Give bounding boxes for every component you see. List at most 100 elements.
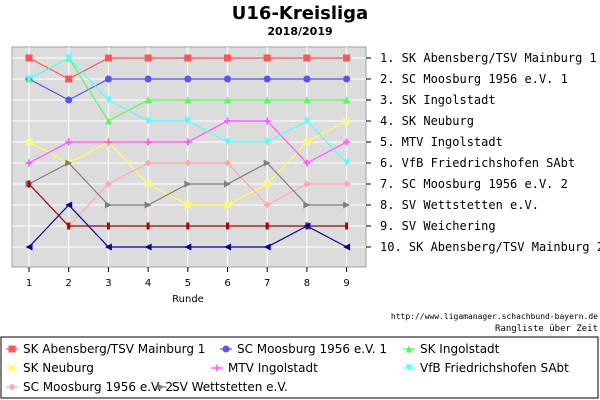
series-5 [25,117,351,167]
data-point [25,159,33,167]
data-point [343,54,351,62]
data-point [106,222,110,230]
y-tick-label: 10. SK Abensberg/TSV Mainburg 2 [380,240,600,254]
legend-label: MTV Ingolstadt [228,361,318,375]
legend-entry: SC Moosburg 1956 e.V. 2 [6,380,173,394]
series-3 [25,54,351,125]
y-tick-label: 7. SC Moosburg 1956 e.V. 2 [380,177,568,191]
data-point [184,138,192,146]
legend-marker [405,364,413,372]
data-point [144,96,152,104]
data-point [224,117,231,125]
legend-entry: VfB Friedrichshofen SAbt [403,361,569,375]
data-point [65,54,73,62]
legend-entry: SC Moosburg 1956 e.V. 1 [220,342,387,356]
legend-entry: MTV Ingolstadt [211,361,318,375]
data-point [263,159,271,167]
y-tick-label: 9. SV Weichering [380,219,496,233]
legend-marker [405,345,413,353]
data-point [184,180,192,188]
legend-label: SK Ingolstadt [420,342,500,356]
data-point [144,75,152,83]
data-point [343,201,351,209]
data-point [345,222,349,230]
data-point [343,138,351,146]
data-point [224,243,231,251]
rank-tick-labels: 1. SK Abensberg/TSV Mainburg 1 2. SC Moos… [366,51,600,254]
data-point [104,117,112,125]
data-point [65,159,73,167]
data-point [303,54,311,62]
x-tick-label: 6 [224,278,230,289]
data-point [263,75,271,83]
data-point [303,180,311,188]
series-8 [25,159,351,209]
data-point [263,201,271,209]
data-point [144,138,152,146]
data-point [65,138,73,146]
legend-marker [222,345,230,353]
data-point [25,54,33,62]
footer-note: Rangliste über Zeit [495,324,598,334]
x-tick-label: 2 [66,278,72,289]
data-point [144,117,152,125]
legend-entry: SV Wettstetten e.V. [155,380,288,394]
series-1 [25,54,351,83]
legend-box [0,336,599,399]
x-axis-label: Runde [172,294,204,305]
data-point [303,222,311,230]
data-point [144,179,153,189]
legend-label: VfB Friedrichshofen SAbt [420,361,569,375]
series-lines [24,54,351,251]
data-point [224,138,231,146]
data-point [343,159,351,167]
x-tick-label: 3 [105,278,111,289]
data-point [67,222,71,230]
data-point [104,180,112,188]
data-point [342,116,351,126]
data-point [104,96,112,104]
legend: SK Abensberg/TSV Mainburg 1 SC Moosburg 1… [6,342,569,394]
legend-marker [8,383,16,391]
data-point [303,117,311,125]
legend-marker [7,363,17,373]
data-point [224,180,231,188]
data-point [184,75,192,83]
data-point [263,243,271,251]
data-point [186,222,190,230]
legend-entry: SK Neuburg [6,361,94,375]
data-point [146,222,150,230]
data-point [184,96,192,104]
x-tick-label: 9 [343,278,349,289]
data-point [104,243,112,251]
data-point [184,117,192,125]
data-point [144,201,152,209]
round-tick-labels: 1 2 3 4 5 6 7 8 9 [26,267,350,289]
y-tick-label: 6. VfB Friedrichshofen SAbt [380,156,575,170]
chart-subtitle: 2018/2019 [267,25,332,38]
legend-marker [213,364,221,372]
data-point [226,222,229,230]
data-point [343,75,351,83]
data-point [183,200,192,210]
data-point [24,137,34,147]
data-point [184,159,192,167]
data-point [104,201,112,209]
legend-entry: SK Abensberg/TSV Mainburg 1 [6,342,205,356]
data-point [25,243,33,251]
legend-label: SC Moosburg 1956 e.V. 2 [23,380,173,394]
y-tick-label: 8. SV Wettstetten e.V. [380,198,539,212]
data-point [27,180,31,188]
data-point [343,180,351,188]
data-point [263,138,271,146]
y-tick-label: 3. SK Ingolstadt [380,93,496,107]
legend-label: SK Abensberg/TSV Mainburg 1 [23,342,205,356]
data-point [302,137,311,147]
series-6 [25,54,351,167]
data-point [224,54,231,62]
data-point [144,159,152,167]
data-point [65,96,73,104]
legend-marker [157,383,165,391]
y-tick-label: 2. SC Moosburg 1956 e.V. 1 [380,72,568,86]
data-point [265,222,269,230]
